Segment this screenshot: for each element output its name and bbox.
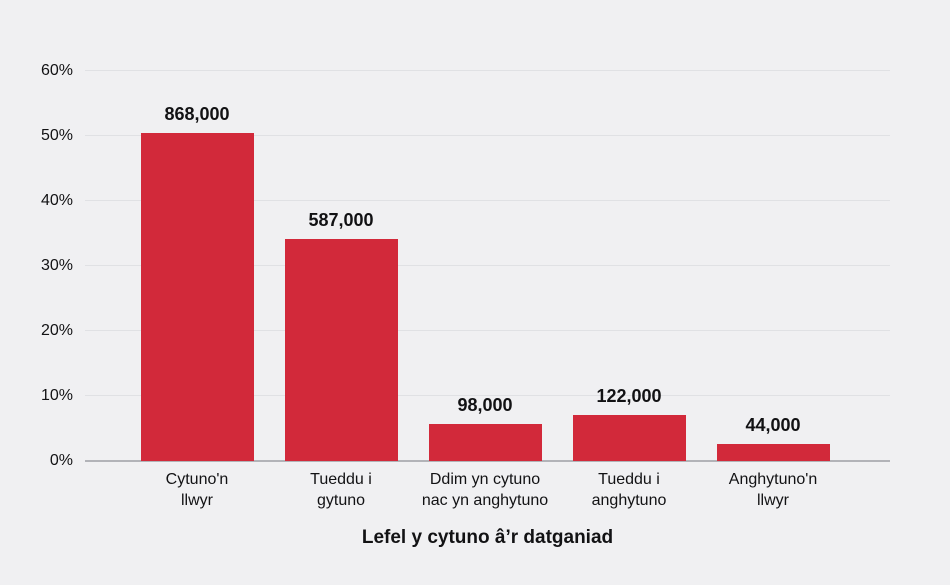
category-label: Tueddu i gytuno	[310, 471, 372, 509]
gridline	[85, 70, 890, 71]
y-tick-label: 30%	[40, 257, 73, 274]
bar	[572, 414, 686, 461]
gridline	[85, 200, 890, 201]
x-axis-line	[85, 460, 890, 462]
bar-value-label: 587,000	[308, 210, 374, 231]
bar-group: 587,000 Tueddu i gytuno	[269, 71, 413, 509]
x-axis-title: Lefel y cytuno â’r datganiad	[361, 527, 614, 548]
bar-group: 44,000 Anghytuno'n llwyr	[701, 71, 845, 509]
y-tick-label: 60%	[40, 62, 73, 79]
y-tick-label: 40%	[40, 192, 73, 209]
bar	[428, 423, 542, 461]
category-label: Cytuno'n llwyr	[165, 471, 229, 509]
bar-value-label: 98,000	[457, 394, 513, 415]
y-axis: 0% 10% 20% 30% 40% 50% 60%	[0, 62, 73, 469]
category-label: Ddim yn cytuno nac yn anghytuno	[421, 471, 549, 509]
gridline	[85, 265, 890, 266]
bar-group: 868,000 Cytuno'n llwyr	[125, 71, 269, 509]
bar-group: 122,000 Tueddu i anghytuno	[557, 71, 701, 509]
category-label: Tueddu i anghytuno	[591, 471, 667, 509]
bar-group: 98,000 Ddim yn cytuno nac yn anghytuno	[413, 71, 557, 509]
bar	[284, 239, 398, 461]
y-tick-label: 10%	[40, 387, 73, 404]
bar	[716, 444, 830, 461]
y-tick-label: 50%	[40, 127, 73, 144]
bar-value-label: 868,000	[164, 103, 230, 124]
y-tick-label: 20%	[40, 322, 73, 339]
plot-area: 868,000 Cytuno'n llwyr 587,000 Tueddu i gytun…	[85, 70, 890, 509]
gridline	[85, 135, 890, 136]
gridline	[85, 330, 890, 331]
bar-value-label: 122,000	[596, 385, 662, 406]
bar-value-label: 44,000	[745, 415, 801, 436]
bars-container: 868,000 Cytuno'n llwyr 587,000 Tueddu i gytun…	[125, 71, 845, 509]
gridline	[85, 395, 890, 396]
y-tick-label: 0%	[49, 452, 73, 469]
bar	[140, 132, 254, 461]
category-label: Anghytuno'n llwyr	[728, 471, 818, 509]
